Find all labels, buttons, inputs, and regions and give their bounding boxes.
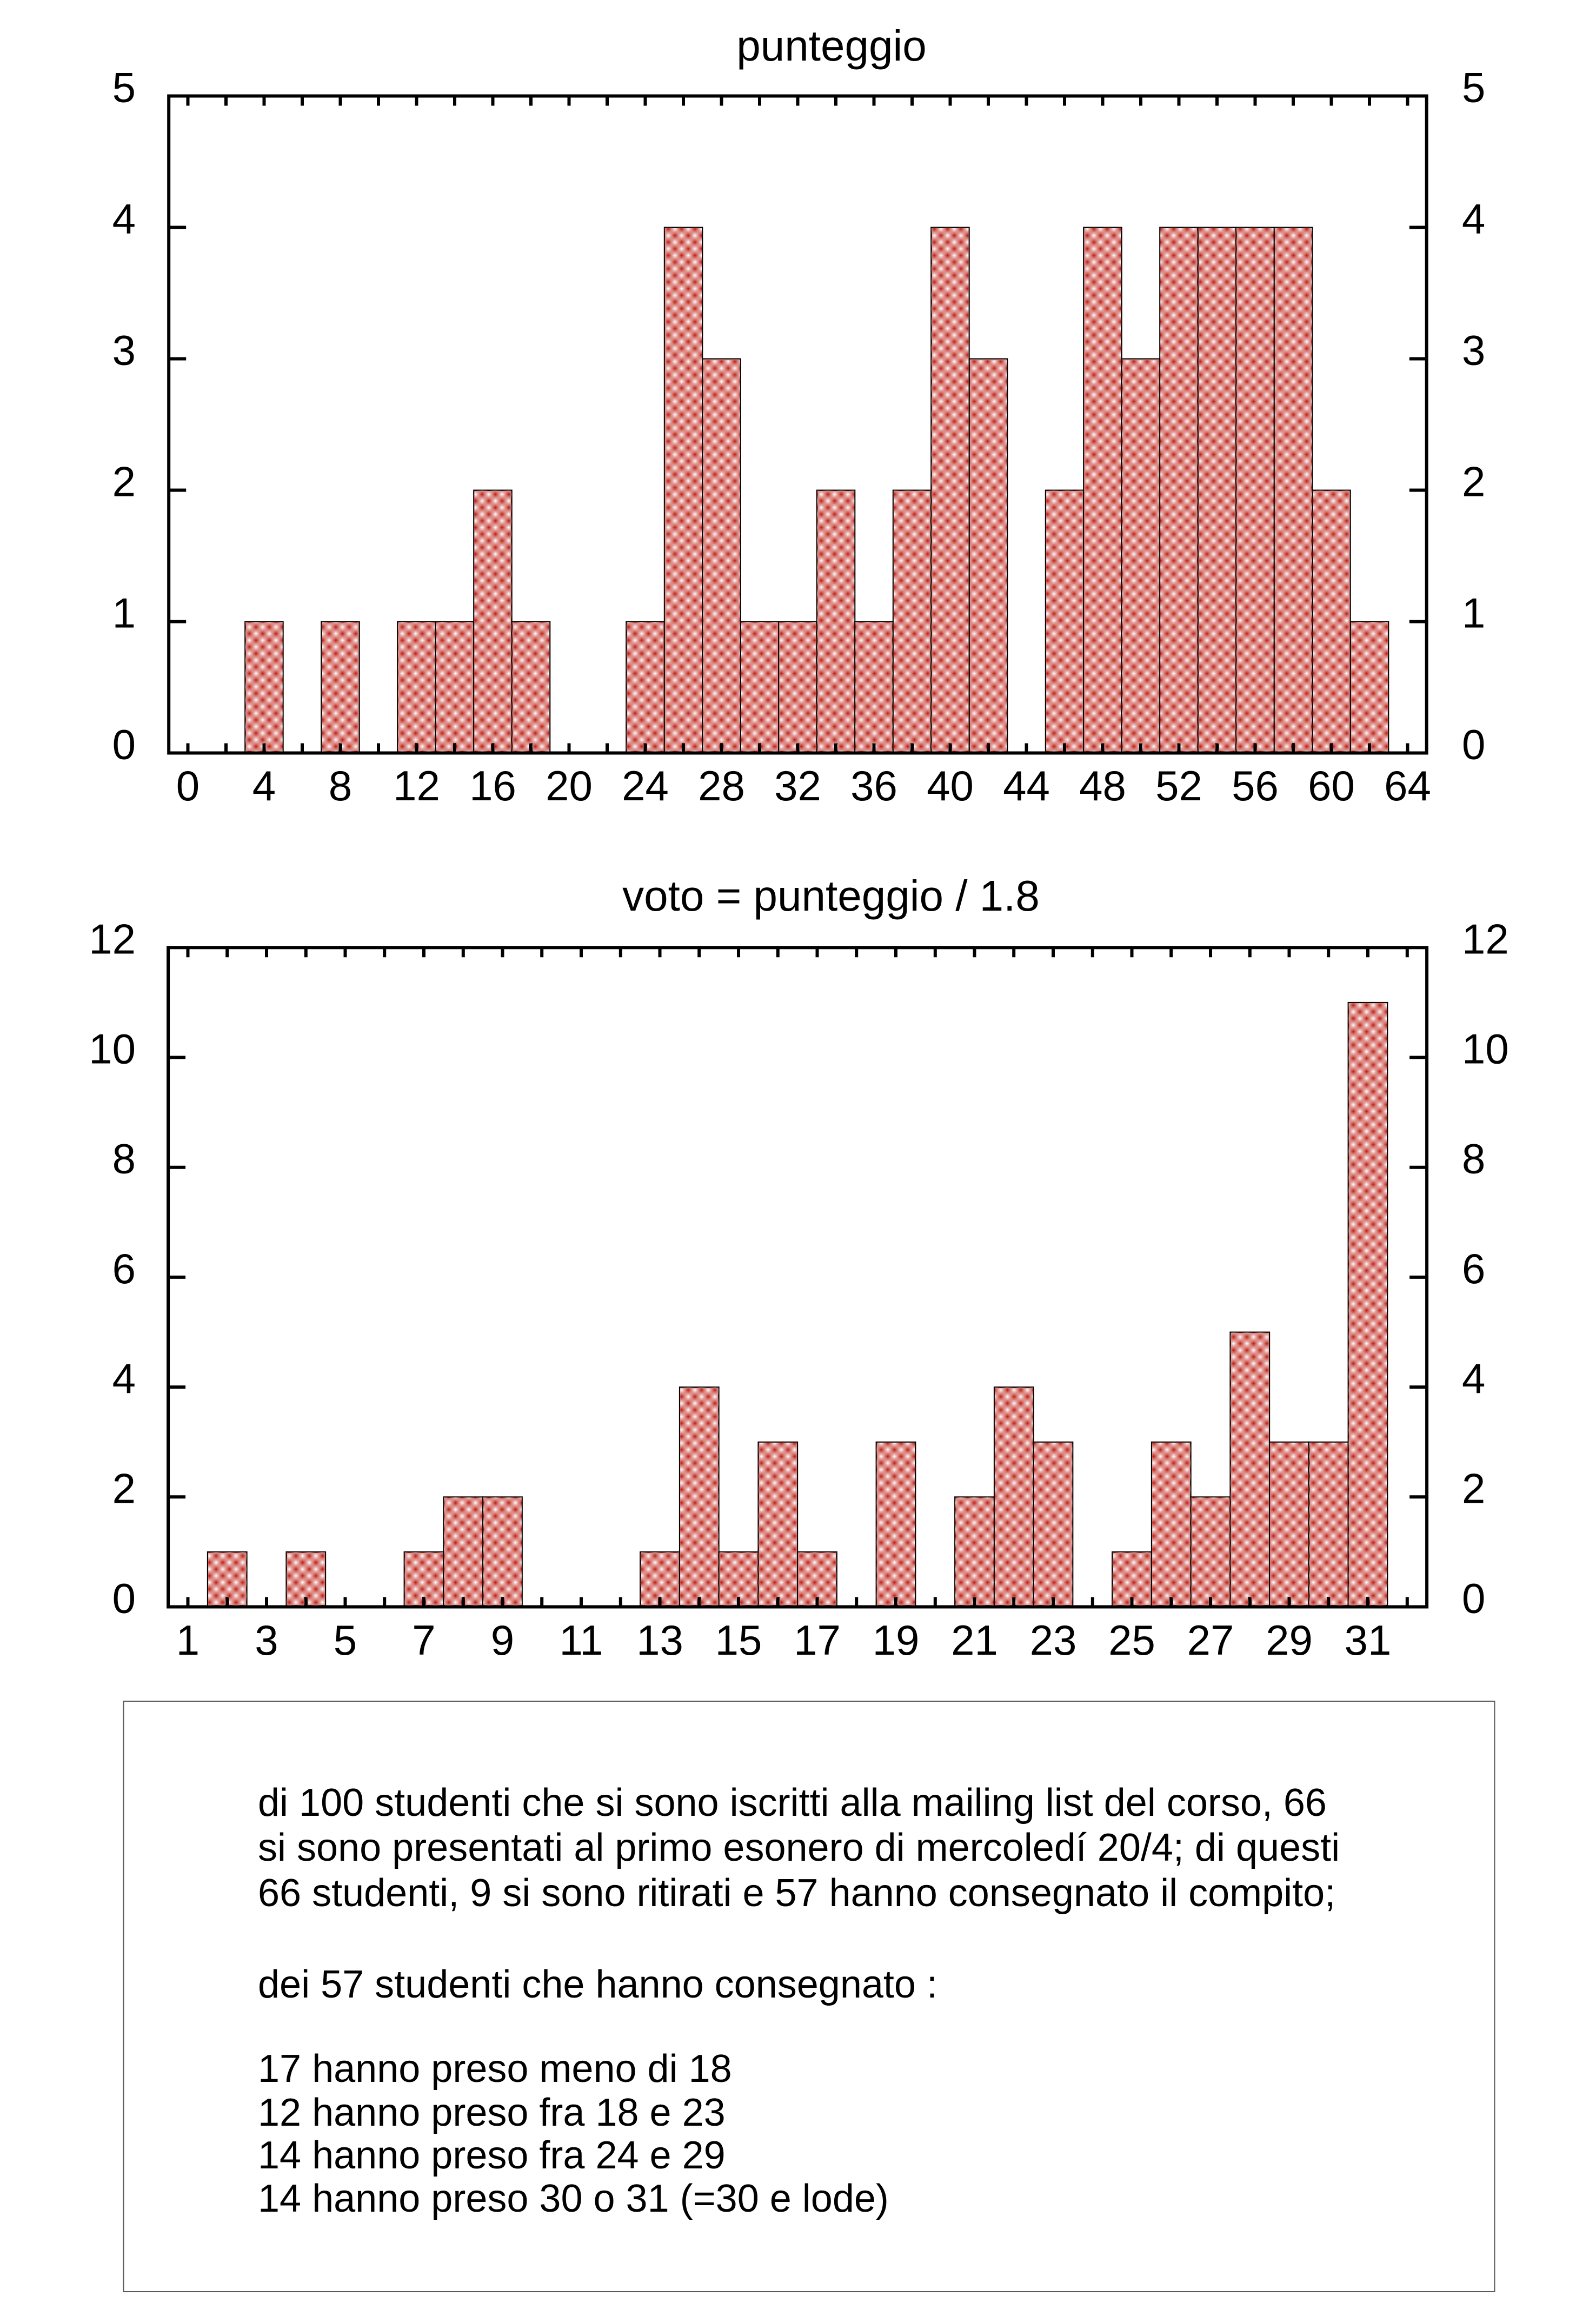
svg-text:12: 12	[1462, 915, 1509, 963]
svg-text:1: 1	[1462, 589, 1485, 637]
svg-text:23: 23	[1030, 1616, 1077, 1664]
svg-text:dei 57 studenti che hanno cons: dei 57 studenti che hanno consegnato :	[258, 1963, 937, 2006]
svg-text:2: 2	[1462, 458, 1485, 506]
svg-text:28: 28	[698, 762, 745, 810]
svg-text:48: 48	[1079, 762, 1126, 810]
svg-text:52: 52	[1155, 762, 1202, 810]
svg-text:11: 11	[560, 1616, 603, 1664]
svg-text:4: 4	[252, 762, 276, 810]
svg-text:29: 29	[1266, 1616, 1313, 1664]
svg-text:44: 44	[1003, 762, 1050, 810]
svg-text:5: 5	[334, 1616, 357, 1664]
svg-text:voto = punteggio / 1.8: voto = punteggio / 1.8	[622, 872, 1040, 920]
svg-text:si sono presentati al primo es: si sono presentati al primo esonero di m…	[258, 1826, 1340, 1869]
svg-text:4: 4	[112, 195, 136, 243]
svg-text:19: 19	[873, 1616, 920, 1664]
svg-text:32: 32	[774, 762, 821, 810]
svg-text:21: 21	[951, 1616, 998, 1664]
svg-text:60: 60	[1308, 762, 1355, 810]
svg-text:14 hanno preso 30 o 31 (=30 e: 14 hanno preso 30 o 31 (=30 e lode)	[258, 2177, 889, 2220]
svg-text:17 hanno preso meno di 18: 17 hanno preso meno di 18	[258, 2047, 732, 2091]
svg-text:24: 24	[622, 762, 669, 810]
svg-text:1: 1	[112, 589, 136, 637]
svg-text:14 hanno preso fra 24 e 29: 14 hanno preso fra 24 e 29	[258, 2134, 726, 2177]
svg-text:16: 16	[469, 762, 516, 810]
svg-text:10: 10	[89, 1025, 136, 1073]
svg-text:4: 4	[1462, 195, 1485, 243]
svg-text:10: 10	[1462, 1025, 1509, 1073]
svg-text:2: 2	[1462, 1464, 1485, 1512]
svg-text:36: 36	[850, 762, 897, 810]
svg-text:5: 5	[112, 64, 136, 111]
svg-text:8: 8	[112, 1135, 136, 1183]
svg-text:4: 4	[112, 1355, 136, 1402]
svg-text:0: 0	[176, 762, 200, 810]
svg-text:13: 13	[636, 1616, 683, 1664]
svg-text:7: 7	[412, 1616, 435, 1664]
svg-text:8: 8	[329, 762, 352, 810]
svg-text:27: 27	[1187, 1616, 1234, 1664]
svg-text:3: 3	[255, 1616, 278, 1664]
svg-text:2: 2	[112, 1464, 136, 1512]
svg-text:2: 2	[112, 458, 136, 506]
svg-text:9: 9	[491, 1616, 514, 1664]
svg-text:0: 0	[112, 1575, 136, 1622]
svg-text:6: 6	[1462, 1245, 1485, 1292]
svg-text:5: 5	[1462, 64, 1485, 111]
svg-text:0: 0	[1462, 1575, 1485, 1622]
svg-text:8: 8	[1462, 1135, 1485, 1183]
svg-text:0: 0	[112, 721, 136, 768]
svg-text:15: 15	[715, 1616, 762, 1664]
svg-text:56: 56	[1232, 762, 1279, 810]
svg-text:di 100 studenti che si sono is: di 100 studenti che si sono iscritti all…	[258, 1781, 1327, 1824]
svg-text:31: 31	[1345, 1616, 1392, 1664]
svg-text:12: 12	[393, 762, 440, 810]
svg-text:3: 3	[1462, 327, 1485, 374]
svg-text:64: 64	[1384, 762, 1431, 810]
svg-text:40: 40	[927, 762, 974, 810]
svg-text:25: 25	[1108, 1616, 1155, 1664]
svg-text:6: 6	[112, 1245, 136, 1292]
svg-text:12 hanno preso fra 18 e 23: 12 hanno preso fra 18 e 23	[258, 2091, 726, 2134]
svg-text:66 studenti, 9 si sono ritirat: 66 studenti, 9 si sono ritirati e 57 han…	[258, 1872, 1335, 1915]
svg-text:1: 1	[176, 1616, 200, 1664]
svg-text:17: 17	[794, 1616, 841, 1664]
svg-text:4: 4	[1462, 1355, 1485, 1402]
svg-text:punteggio: punteggio	[736, 22, 926, 70]
svg-text:20: 20	[546, 762, 593, 810]
svg-text:12: 12	[89, 915, 136, 963]
svg-text:3: 3	[112, 327, 136, 374]
svg-text:0: 0	[1462, 721, 1485, 768]
